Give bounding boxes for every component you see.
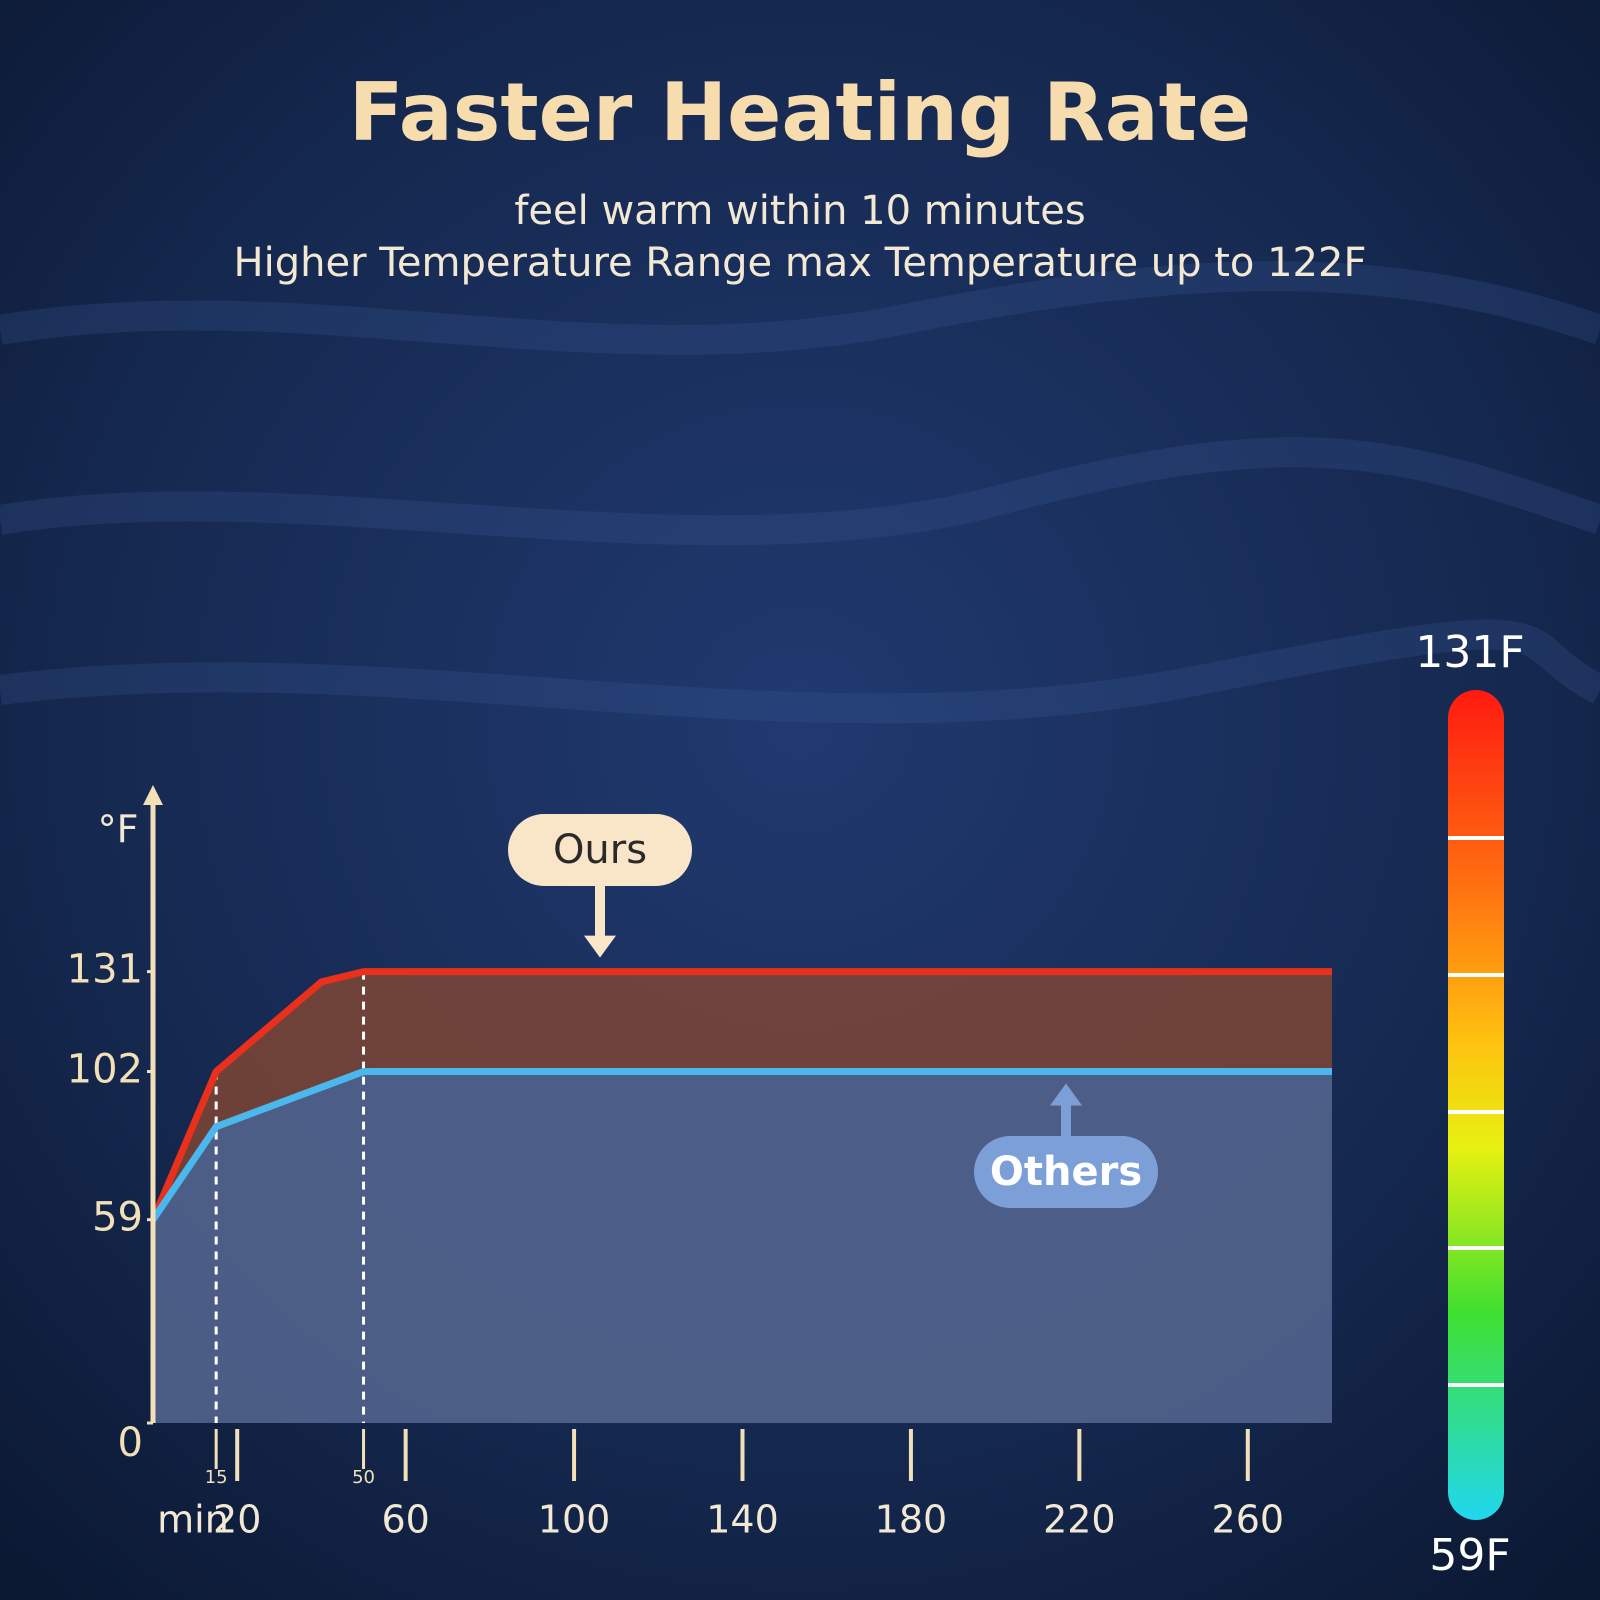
- series-area: [153, 1071, 1332, 1423]
- y-axis-arrow: [143, 785, 163, 805]
- legend-label: Others: [990, 1149, 1142, 1195]
- y-tick-label: 0: [118, 1420, 143, 1466]
- subtitle: feel warm within 10 minutes: [514, 188, 1085, 234]
- x-marker-label: 15: [205, 1467, 228, 1488]
- series-line: [150, 1068, 1332, 1222]
- title: Faster Heating Rate: [349, 66, 1251, 159]
- y-tick-label: 131: [67, 947, 143, 993]
- color-bar: [1448, 690, 1504, 1520]
- fabric-texture: [0, 261, 1600, 724]
- x-tick-label: 60: [381, 1498, 429, 1542]
- legend-box: [974, 1136, 1158, 1208]
- y-tick-label: 102: [67, 1047, 143, 1093]
- y-tick-label: 59: [92, 1195, 143, 1241]
- subtitle: Higher Temperature Range max Temperature…: [234, 240, 1367, 286]
- x-tick-label: 20: [213, 1498, 261, 1542]
- x-marker-label: 50: [352, 1467, 375, 1488]
- x-tick-label: 140: [706, 1498, 779, 1542]
- legend-box: [508, 814, 692, 886]
- x-tick-label: 260: [1212, 1498, 1285, 1542]
- legend-label: Ours: [553, 827, 647, 873]
- x-tick-label: 100: [538, 1498, 611, 1542]
- color-bar-dividers: [1448, 836, 1504, 1387]
- color-bar-bottom-label: 59F: [1429, 1530, 1510, 1581]
- x-axis-label: min: [157, 1498, 229, 1542]
- color-bar-top-label: 131F: [1415, 627, 1524, 678]
- legend-arrow-head: [584, 935, 616, 958]
- series-line: [149, 968, 1332, 1222]
- x-tick-label: 220: [1043, 1498, 1116, 1542]
- x-tick-label: 180: [875, 1498, 948, 1542]
- legend-arrow-head: [1050, 1083, 1082, 1106]
- y-axis-label: °F: [98, 808, 139, 852]
